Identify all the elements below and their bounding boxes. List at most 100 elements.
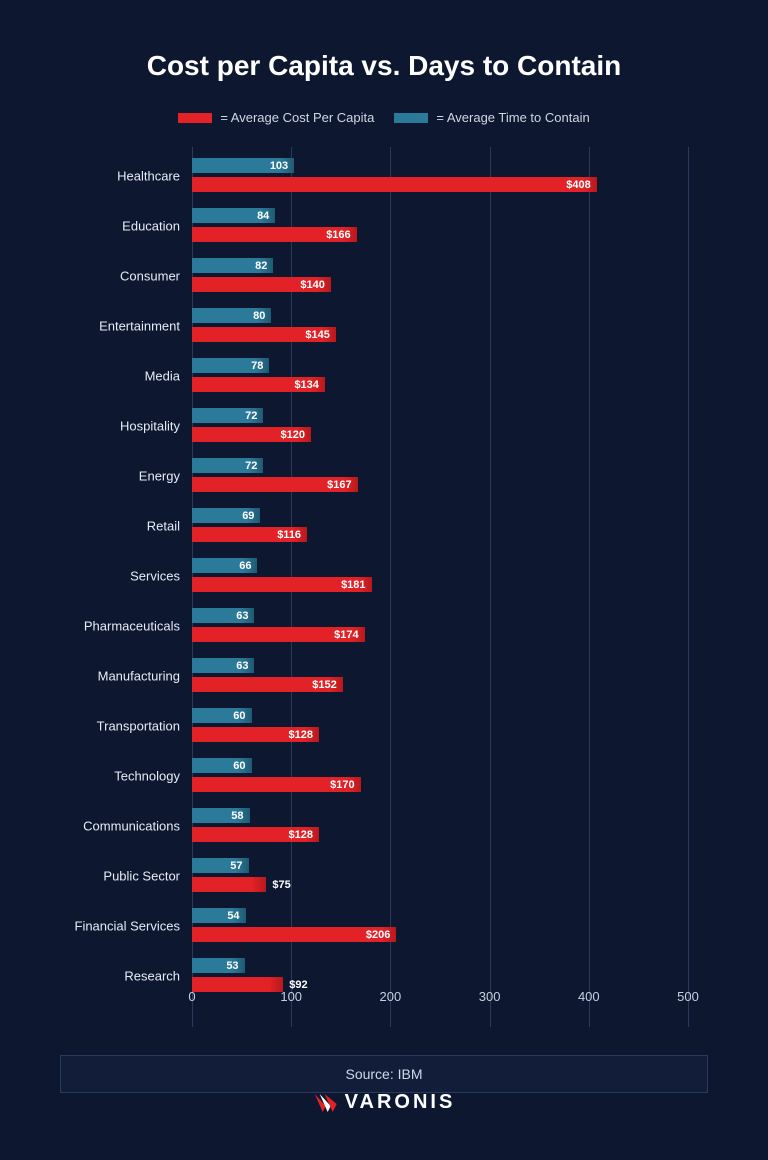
legend-label-cost: = Average Cost Per Capita bbox=[220, 110, 374, 125]
gridline bbox=[688, 147, 689, 1027]
chart-row: Technology60$170 bbox=[192, 751, 688, 801]
cost-bar: $408 bbox=[192, 177, 597, 192]
cost-value: $145 bbox=[305, 329, 329, 341]
chart-row: Financial Services54$206 bbox=[192, 901, 688, 951]
cost-bar: $75 bbox=[192, 877, 266, 892]
category-label: Education bbox=[122, 219, 180, 234]
time-value: 82 bbox=[255, 260, 267, 272]
chart-row: Entertainment80$145 bbox=[192, 301, 688, 351]
cost-bar: $152 bbox=[192, 677, 343, 692]
cost-value: $128 bbox=[288, 729, 312, 741]
chart-row: Education84$166 bbox=[192, 201, 688, 251]
chart-row: Energy72$167 bbox=[192, 451, 688, 501]
time-bar: 63 bbox=[192, 608, 254, 623]
time-bar: 54 bbox=[192, 908, 246, 923]
cost-bar: $120 bbox=[192, 427, 311, 442]
category-label: Research bbox=[124, 969, 180, 984]
cost-value: $140 bbox=[300, 279, 324, 291]
cost-bar: $181 bbox=[192, 577, 372, 592]
cost-bar: $166 bbox=[192, 227, 357, 242]
chart-row: Communications58$128 bbox=[192, 801, 688, 851]
time-value: 57 bbox=[230, 860, 242, 872]
cost-value: $92 bbox=[289, 979, 307, 991]
time-bar: 82 bbox=[192, 258, 273, 273]
category-label: Technology bbox=[114, 769, 180, 784]
time-bar: 72 bbox=[192, 408, 263, 423]
time-value: 54 bbox=[227, 910, 239, 922]
cost-value: $167 bbox=[327, 479, 351, 491]
time-value: 60 bbox=[233, 760, 245, 772]
category-label: Media bbox=[145, 369, 180, 384]
cost-value: $170 bbox=[330, 779, 354, 791]
time-value: 84 bbox=[257, 210, 269, 222]
cost-bar: $206 bbox=[192, 927, 396, 942]
category-label: Manufacturing bbox=[98, 669, 180, 684]
legend: = Average Cost Per Capita = Average Time… bbox=[60, 110, 708, 125]
brand-text: VARONIS bbox=[345, 1091, 456, 1114]
time-bar: 53 bbox=[192, 958, 245, 973]
cost-value: $174 bbox=[334, 629, 358, 641]
time-bar: 57 bbox=[192, 858, 249, 873]
time-bar: 80 bbox=[192, 308, 271, 323]
time-value: 66 bbox=[239, 560, 251, 572]
cost-bar: $140 bbox=[192, 277, 331, 292]
cost-bar: $134 bbox=[192, 377, 325, 392]
cost-bar: $92 bbox=[192, 977, 283, 992]
category-label: Communications bbox=[83, 819, 180, 834]
cost-value: $120 bbox=[281, 429, 305, 441]
cost-value: $206 bbox=[366, 929, 390, 941]
category-label: Retail bbox=[147, 519, 180, 534]
cost-value: $134 bbox=[294, 379, 318, 391]
legend-item-time: = Average Time to Contain bbox=[394, 110, 589, 125]
time-value: 63 bbox=[236, 610, 248, 622]
time-bar: 84 bbox=[192, 208, 275, 223]
chart-row: Services66$181 bbox=[192, 551, 688, 601]
category-label: Transportation bbox=[97, 719, 180, 734]
time-value: 60 bbox=[233, 710, 245, 722]
cost-value: $152 bbox=[312, 679, 336, 691]
cost-bar: $174 bbox=[192, 627, 365, 642]
time-bar: 60 bbox=[192, 758, 252, 773]
time-bar: 103 bbox=[192, 158, 294, 173]
time-value: 78 bbox=[251, 360, 263, 372]
legend-label-time: = Average Time to Contain bbox=[436, 110, 589, 125]
category-label: Financial Services bbox=[75, 919, 181, 934]
cost-value: $166 bbox=[326, 229, 350, 241]
chart-row: Research53$92 bbox=[192, 951, 688, 1001]
plot-area: Healthcare103$408Education84$166Consumer… bbox=[192, 147, 688, 1027]
time-value: 72 bbox=[245, 460, 257, 472]
time-value: 103 bbox=[270, 160, 288, 172]
chart-row: Transportation60$128 bbox=[192, 701, 688, 751]
time-bar: 63 bbox=[192, 658, 254, 673]
cost-value: $408 bbox=[566, 179, 590, 191]
time-bar: 60 bbox=[192, 708, 252, 723]
chart-row: Manufacturing63$152 bbox=[192, 651, 688, 701]
chart: Healthcare 103 $408 Education 84 $166 Consumer… bbox=[60, 147, 708, 1027]
time-bar: 78 bbox=[192, 358, 269, 373]
time-value: 80 bbox=[253, 310, 265, 322]
cost-bar: $167 bbox=[192, 477, 358, 492]
time-bar: 66 bbox=[192, 558, 257, 573]
source-box: Source: IBM bbox=[60, 1055, 708, 1093]
time-value: 69 bbox=[242, 510, 254, 522]
cost-value: $75 bbox=[272, 879, 290, 891]
chart-row: Healthcare103$408 bbox=[192, 151, 688, 201]
category-label: Pharmaceuticals bbox=[84, 619, 180, 634]
time-bar: 69 bbox=[192, 508, 260, 523]
category-label: Services bbox=[130, 569, 180, 584]
varonis-mark-icon bbox=[313, 1092, 339, 1114]
category-label: Healthcare bbox=[117, 169, 180, 184]
chart-title: Cost per Capita vs. Days to Contain bbox=[60, 50, 708, 82]
category-label: Hospitality bbox=[120, 419, 180, 434]
cost-bar: $145 bbox=[192, 327, 336, 342]
cost-value: $181 bbox=[341, 579, 365, 591]
cost-value: $116 bbox=[277, 529, 301, 541]
category-label: Consumer bbox=[120, 269, 180, 284]
time-value: 53 bbox=[226, 960, 238, 972]
time-value: 63 bbox=[236, 660, 248, 672]
chart-row: Public Sector57$75 bbox=[192, 851, 688, 901]
legend-swatch-time bbox=[394, 113, 428, 123]
category-label: Energy bbox=[139, 469, 180, 484]
chart-row: Retail69$116 bbox=[192, 501, 688, 551]
legend-swatch-cost bbox=[178, 113, 212, 123]
